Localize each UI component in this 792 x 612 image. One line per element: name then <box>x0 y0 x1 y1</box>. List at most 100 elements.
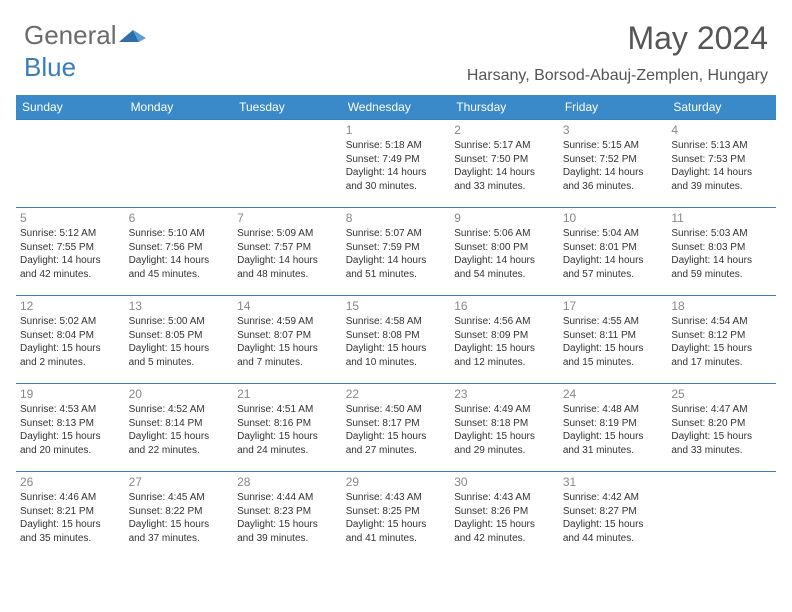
calendar-day: 27Sunrise: 4:45 AMSunset: 8:22 PMDayligh… <box>125 472 234 560</box>
daylight-text: Daylight: 15 hours <box>671 342 772 356</box>
calendar-week: 19Sunrise: 4:53 AMSunset: 8:13 PMDayligh… <box>16 384 776 472</box>
calendar-day: 29Sunrise: 4:43 AMSunset: 8:25 PMDayligh… <box>342 472 451 560</box>
calendar-day: 1Sunrise: 5:18 AMSunset: 7:49 PMDaylight… <box>342 120 451 208</box>
sunset-text: Sunset: 8:20 PM <box>671 417 772 431</box>
sunset-text: Sunset: 8:05 PM <box>129 329 230 343</box>
sunrise-text: Sunrise: 4:43 AM <box>454 491 555 505</box>
sunrise-text: Sunrise: 5:18 AM <box>346 139 447 153</box>
sunrise-text: Sunrise: 4:53 AM <box>20 403 121 417</box>
sunset-text: Sunset: 8:13 PM <box>20 417 121 431</box>
daylight-text: and 42 minutes. <box>20 268 121 282</box>
calendar-day-empty <box>233 120 342 208</box>
calendar-day: 10Sunrise: 5:04 AMSunset: 8:01 PMDayligh… <box>559 208 668 296</box>
day-number: 18 <box>671 298 772 314</box>
daylight-text: and 29 minutes. <box>454 444 555 458</box>
calendar-day: 19Sunrise: 4:53 AMSunset: 8:13 PMDayligh… <box>16 384 125 472</box>
sunset-text: Sunset: 7:49 PM <box>346 153 447 167</box>
day-number: 24 <box>563 386 664 402</box>
sunrise-text: Sunrise: 4:43 AM <box>346 491 447 505</box>
location: Harsany, Borsod-Abauj-Zemplen, Hungary <box>467 67 768 85</box>
daylight-text: and 33 minutes. <box>454 180 555 194</box>
day-number: 2 <box>454 122 555 138</box>
sunset-text: Sunset: 8:18 PM <box>454 417 555 431</box>
daylight-text: and 24 minutes. <box>237 444 338 458</box>
daylight-text: Daylight: 14 hours <box>346 254 447 268</box>
daylight-text: Daylight: 14 hours <box>237 254 338 268</box>
sunrise-text: Sunrise: 5:13 AM <box>671 139 772 153</box>
daylight-text: and 2 minutes. <box>20 356 121 370</box>
daylight-text: and 31 minutes. <box>563 444 664 458</box>
daylight-text: Daylight: 15 hours <box>454 518 555 532</box>
daylight-text: and 51 minutes. <box>346 268 447 282</box>
day-number: 25 <box>671 386 772 402</box>
calendar-week: 5Sunrise: 5:12 AMSunset: 7:55 PMDaylight… <box>16 208 776 296</box>
day-header: Wednesday <box>342 95 451 120</box>
sunset-text: Sunset: 7:55 PM <box>20 241 121 255</box>
sunset-text: Sunset: 7:53 PM <box>671 153 772 167</box>
daylight-text: and 39 minutes. <box>671 180 772 194</box>
sunset-text: Sunset: 8:12 PM <box>671 329 772 343</box>
sunset-text: Sunset: 8:25 PM <box>346 505 447 519</box>
sunrise-text: Sunrise: 5:02 AM <box>20 315 121 329</box>
day-header: Monday <box>125 95 234 120</box>
sunrise-text: Sunrise: 4:54 AM <box>671 315 772 329</box>
day-number: 29 <box>346 474 447 490</box>
sunset-text: Sunset: 8:08 PM <box>346 329 447 343</box>
day-number: 23 <box>454 386 555 402</box>
sunrise-text: Sunrise: 5:04 AM <box>563 227 664 241</box>
daylight-text: Daylight: 15 hours <box>346 430 447 444</box>
day-number: 5 <box>20 210 121 226</box>
daylight-text: and 57 minutes. <box>563 268 664 282</box>
daylight-text: Daylight: 15 hours <box>129 342 230 356</box>
daylight-text: and 15 minutes. <box>563 356 664 370</box>
daylight-text: and 35 minutes. <box>20 532 121 546</box>
daylight-text: Daylight: 15 hours <box>563 342 664 356</box>
day-header: Thursday <box>450 95 559 120</box>
sunrise-text: Sunrise: 4:58 AM <box>346 315 447 329</box>
calendar-day: 12Sunrise: 5:02 AMSunset: 8:04 PMDayligh… <box>16 296 125 384</box>
day-number: 16 <box>454 298 555 314</box>
daylight-text: Daylight: 15 hours <box>20 430 121 444</box>
sunrise-text: Sunrise: 4:56 AM <box>454 315 555 329</box>
daylight-text: Daylight: 14 hours <box>129 254 230 268</box>
day-number: 31 <box>563 474 664 490</box>
day-number: 4 <box>671 122 772 138</box>
calendar-day: 30Sunrise: 4:43 AMSunset: 8:26 PMDayligh… <box>450 472 559 560</box>
calendar-day: 26Sunrise: 4:46 AMSunset: 8:21 PMDayligh… <box>16 472 125 560</box>
sunrise-text: Sunrise: 4:55 AM <box>563 315 664 329</box>
calendar-day: 2Sunrise: 5:17 AMSunset: 7:50 PMDaylight… <box>450 120 559 208</box>
daylight-text: Daylight: 15 hours <box>20 518 121 532</box>
sunrise-text: Sunrise: 4:52 AM <box>129 403 230 417</box>
sunset-text: Sunset: 8:19 PM <box>563 417 664 431</box>
calendar-day: 9Sunrise: 5:06 AMSunset: 8:00 PMDaylight… <box>450 208 559 296</box>
daylight-text: and 10 minutes. <box>346 356 447 370</box>
daylight-text: Daylight: 14 hours <box>454 254 555 268</box>
calendar-day: 15Sunrise: 4:58 AMSunset: 8:08 PMDayligh… <box>342 296 451 384</box>
sunrise-text: Sunrise: 4:49 AM <box>454 403 555 417</box>
daylight-text: and 7 minutes. <box>237 356 338 370</box>
day-number: 3 <box>563 122 664 138</box>
daylight-text: Daylight: 15 hours <box>454 430 555 444</box>
sunrise-text: Sunrise: 4:47 AM <box>671 403 772 417</box>
day-number: 7 <box>237 210 338 226</box>
day-number: 12 <box>20 298 121 314</box>
calendar-day: 18Sunrise: 4:54 AMSunset: 8:12 PMDayligh… <box>667 296 776 384</box>
daylight-text: Daylight: 15 hours <box>563 430 664 444</box>
sunset-text: Sunset: 8:14 PM <box>129 417 230 431</box>
day-header: Friday <box>559 95 668 120</box>
calendar-day: 4Sunrise: 5:13 AMSunset: 7:53 PMDaylight… <box>667 120 776 208</box>
sunrise-text: Sunrise: 5:17 AM <box>454 139 555 153</box>
day-number: 30 <box>454 474 555 490</box>
daylight-text: and 30 minutes. <box>346 180 447 194</box>
calendar-day: 11Sunrise: 5:03 AMSunset: 8:03 PMDayligh… <box>667 208 776 296</box>
day-number: 21 <box>237 386 338 402</box>
daylight-text: and 36 minutes. <box>563 180 664 194</box>
daylight-text: and 33 minutes. <box>671 444 772 458</box>
sunrise-text: Sunrise: 4:45 AM <box>129 491 230 505</box>
sunrise-text: Sunrise: 5:15 AM <box>563 139 664 153</box>
sunrise-text: Sunrise: 4:50 AM <box>346 403 447 417</box>
sunset-text: Sunset: 8:01 PM <box>563 241 664 255</box>
calendar-week: 1Sunrise: 5:18 AMSunset: 7:49 PMDaylight… <box>16 120 776 208</box>
daylight-text: Daylight: 15 hours <box>129 518 230 532</box>
sunrise-text: Sunrise: 4:42 AM <box>563 491 664 505</box>
